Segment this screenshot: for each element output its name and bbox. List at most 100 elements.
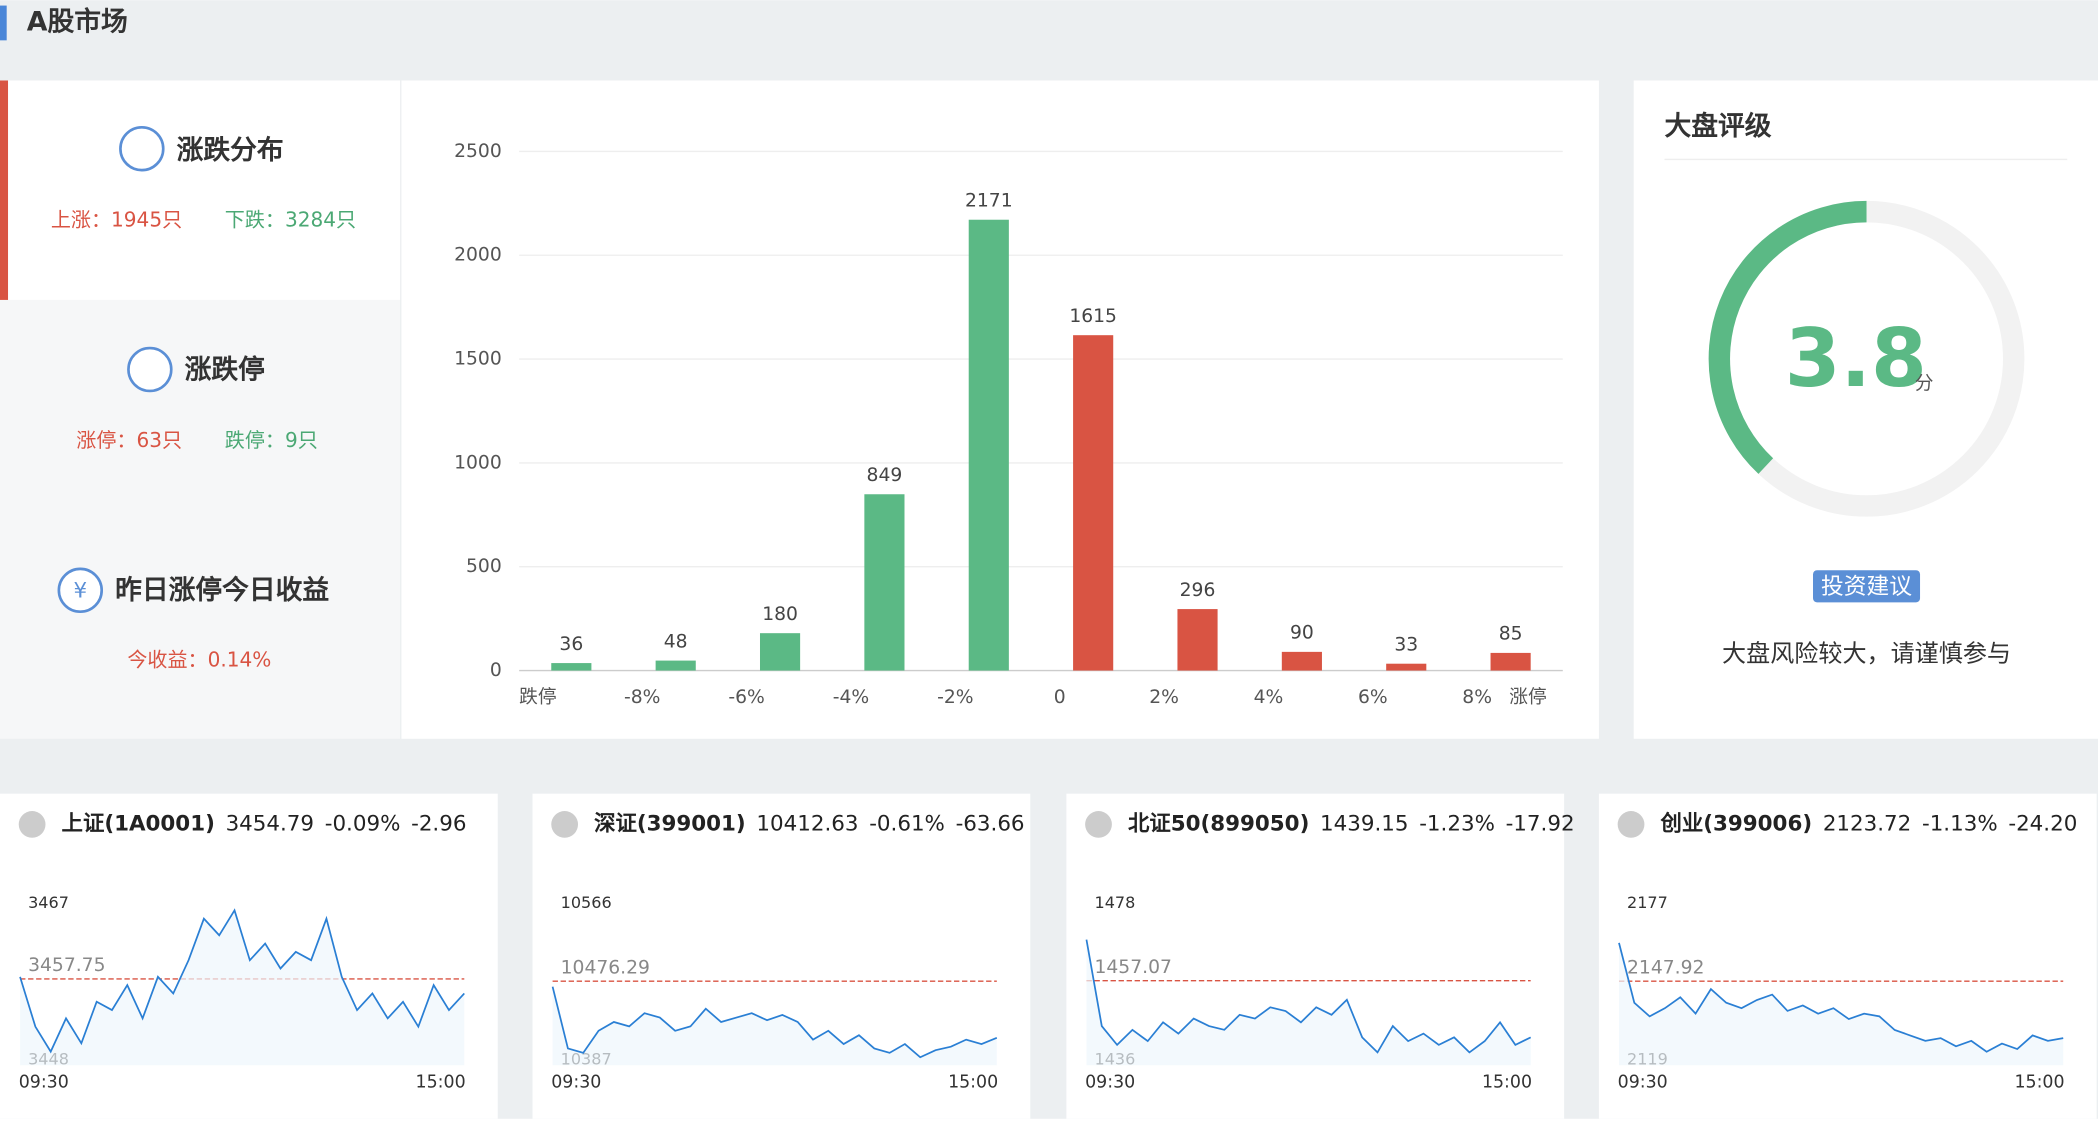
x-tick-label: 4% — [1254, 687, 1284, 708]
sidebar-title[interactable]: 昨日涨停今日收益 — [115, 574, 329, 606]
price-line — [1085, 939, 1532, 1054]
clock-icon — [1617, 811, 1645, 838]
data-label: 849 — [867, 465, 903, 486]
card-header: 上证(1A0001) 3454.79 -0.09% -2.96 — [62, 811, 467, 836]
card-name: 创业(399006) — [1659, 811, 1812, 836]
y-max-label: 2177 — [1627, 893, 1668, 912]
card-header: 深证(399001) 10412.63 -0.61% -63.66 — [594, 811, 1024, 836]
bar — [551, 663, 592, 671]
area — [20, 910, 465, 1066]
x-tick-label: 6% — [1358, 687, 1388, 708]
bar — [1490, 652, 1531, 671]
score-unit: 分 — [1915, 374, 1934, 395]
icon — [119, 125, 165, 172]
x-end: 15:00 — [1482, 1073, 1532, 1093]
x-start: 09:30 — [551, 1073, 601, 1093]
card-change: -63.66 — [956, 811, 1025, 836]
clock-icon — [18, 811, 46, 838]
y-tick-label: 500 — [466, 556, 502, 577]
y-max-label: 10566 — [561, 893, 612, 912]
y-max-label: 3467 — [28, 893, 69, 912]
x-tick-label: 0 — [1054, 687, 1066, 708]
data-label: 33 — [1394, 634, 1418, 655]
area — [552, 986, 997, 1066]
bar — [968, 219, 1009, 671]
x-end: 15:00 — [948, 1073, 998, 1093]
bar — [1281, 651, 1322, 671]
clock-icon — [551, 811, 579, 838]
stat-down: 跌停：9只 — [225, 428, 318, 452]
x-tick-label: 跌停 — [519, 687, 556, 708]
card-price: 3454.79 — [226, 811, 314, 836]
page-title: A股市场 — [27, 5, 128, 37]
y-tick-label: 2500 — [454, 141, 502, 162]
card-header: 北证50(899050) 1439.15 -1.23% -17.92 — [1128, 811, 1575, 836]
price-line — [551, 986, 998, 1059]
x-tick-label: -2% — [937, 687, 973, 708]
data-label: 85 — [1499, 624, 1523, 645]
clock-icon — [1085, 811, 1112, 838]
title-mark — [0, 5, 7, 41]
bar — [864, 494, 905, 671]
card-pct: -1.23% — [1419, 811, 1495, 836]
area — [1618, 942, 2064, 1066]
sidebar-active[interactable] — [0, 80, 401, 300]
data-label: 36 — [559, 634, 583, 655]
ref-label: 3457.75 — [28, 955, 105, 976]
data-label: 90 — [1290, 623, 1314, 644]
active-mark — [0, 80, 9, 300]
icon-glyph: ¥ — [73, 579, 87, 604]
card-change: -24.20 — [2008, 811, 2077, 836]
price-line — [19, 908, 465, 1054]
data-label: 2171 — [965, 190, 1013, 211]
sidebar-title[interactable]: 涨跌停 — [185, 353, 265, 385]
area — [1086, 939, 1531, 1066]
ref-label: 10476.29 — [561, 957, 650, 978]
advice: 大盘风险较大，请谨慎参与 — [1722, 639, 2011, 667]
card-price: 1439.15 — [1320, 811, 1408, 836]
card-change: -2.96 — [411, 811, 466, 836]
x-start: 09:30 — [1618, 1073, 1668, 1093]
y-tick-label: 0 — [490, 660, 502, 681]
y-max-label: 1478 — [1094, 893, 1135, 912]
stat-up: 今收益：0.14% — [127, 648, 271, 672]
x-tick-label: -8% — [624, 687, 660, 708]
stat-up: 涨停：63只 — [76, 428, 182, 452]
bar — [759, 633, 801, 671]
card-header: 创业(399006) 2123.72 -1.13% -24.20 — [1659, 811, 2077, 836]
data-label: 48 — [664, 631, 688, 652]
bar — [1386, 663, 1427, 671]
x-start: 09:30 — [1085, 1073, 1135, 1093]
sidebar-title[interactable]: 涨跌分布 — [177, 135, 284, 166]
card-name: 深证(399001) — [594, 811, 746, 836]
x-tick-label: 涨停 — [1509, 687, 1546, 708]
data-label: 1615 — [1069, 306, 1117, 327]
stat-up: 上涨：1945只 — [51, 207, 182, 231]
index-card — [1598, 793, 2097, 1119]
icon — [57, 567, 104, 614]
index-card — [532, 793, 1031, 1119]
rating-title: 大盘评级 — [1664, 110, 1771, 142]
y-tick-label: 1000 — [454, 452, 502, 473]
badge — [1813, 570, 1921, 603]
stat-down: 下跌：3284只 — [225, 207, 356, 231]
x-tick-label: -6% — [728, 687, 764, 708]
badge-text: 投资建议 — [1821, 574, 1912, 600]
x-end: 15:00 — [416, 1073, 466, 1093]
x-tick-label: 2% — [1149, 687, 1179, 708]
x-tick-label: 8% — [1462, 687, 1492, 708]
ref-label: 1457.07 — [1094, 957, 1171, 978]
x-start: 09:30 — [19, 1073, 69, 1093]
rating-panel — [1633, 80, 2098, 739]
card-pct: -1.13% — [1922, 811, 1998, 836]
data-label: 180 — [762, 604, 798, 625]
y-tick-label: 1500 — [454, 349, 502, 370]
x-tick-label: -4% — [833, 687, 869, 708]
ref-label: 2147.92 — [1627, 957, 1704, 978]
card-name: 北证50(899050) — [1128, 811, 1309, 836]
x-end: 15:00 — [2014, 1073, 2064, 1093]
gauge-arc — [1708, 200, 1867, 474]
price-line — [1618, 942, 2064, 1053]
